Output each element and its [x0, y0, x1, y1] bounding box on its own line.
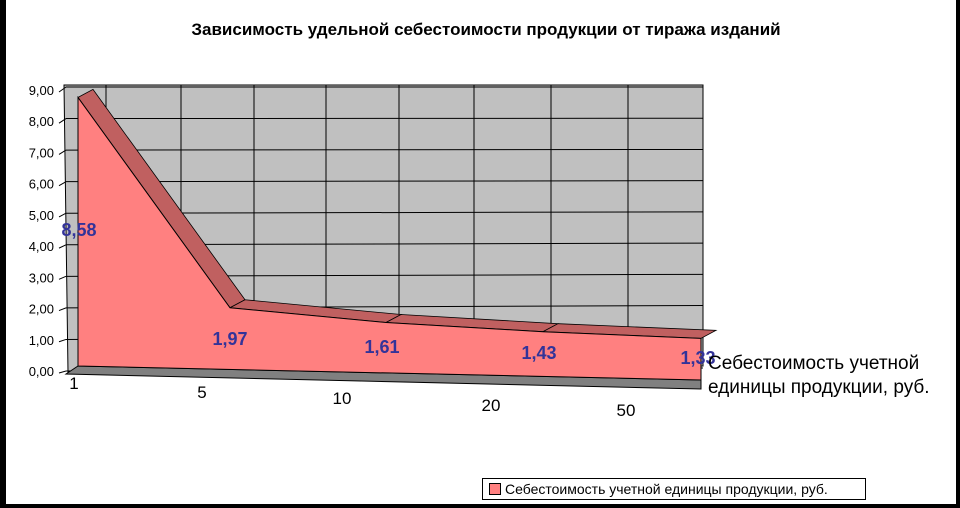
- y-tick-label: 6,00: [29, 177, 54, 192]
- legend-swatch: [489, 483, 501, 495]
- y-tick-mark: [58, 86, 67, 93]
- y-tick-mark: [58, 275, 67, 280]
- y-tick-label: 2,00: [29, 302, 54, 317]
- chart-frame: Зависимость удельной себестоимости проду…: [6, 0, 956, 504]
- y-tick-mark: [58, 181, 67, 187]
- data-label: 1,97: [212, 329, 247, 349]
- data-label: 8,58: [61, 220, 96, 240]
- y-tick-mark: [58, 307, 67, 312]
- y-tick-mark: [58, 118, 67, 124]
- chart-title: Зависимость удельной себестоимости проду…: [191, 20, 781, 39]
- y-tick-mark: [58, 244, 67, 249]
- y-tick-label: 4,00: [29, 239, 54, 254]
- x-tick-label: 50: [617, 401, 636, 420]
- x-tick-label: 1: [69, 374, 78, 393]
- area-chart-3d: 0,00 1,00 2,00 3,00 4,00 5,00 6,00 7,00 8,00 9,00…: [29, 83, 718, 420]
- data-label: 1,43: [521, 343, 556, 363]
- y-tick-label: 9,00: [29, 83, 54, 98]
- x-tick-label: 5: [197, 383, 206, 402]
- y-tick-label: 3,00: [29, 270, 54, 285]
- x-tick-label: 10: [333, 389, 352, 408]
- y-tick-label: 1,00: [29, 333, 54, 348]
- series-axis-label: Себестоимость учетной единицы продукции,…: [708, 352, 948, 400]
- series-axis-label-text: Себестоимость учетной единицы продукции,…: [708, 353, 930, 398]
- data-label: 1,61: [364, 337, 399, 357]
- y-tick-mark: [58, 149, 67, 155]
- data-label: 1,33: [680, 348, 715, 368]
- gridline-h: [65, 180, 704, 183]
- y-tick-mark: [58, 212, 67, 218]
- legend: Себестоимость учетной единицы продукции,…: [482, 478, 866, 500]
- x-tick-label: 20: [482, 396, 501, 415]
- area-front-face: [77, 95, 702, 381]
- legend-label: Себестоимость учетной единицы продукции,…: [505, 481, 828, 497]
- gridline-h: [65, 148, 704, 151]
- y-tick-label: 8,00: [29, 114, 54, 129]
- y-tick-label: 0,00: [29, 364, 54, 379]
- y-tick-mark: [58, 338, 67, 343]
- y-tick-label: 7,00: [29, 145, 54, 160]
- y-tick-label: 5,00: [29, 208, 54, 223]
- y-tick-mark: [58, 370, 67, 374]
